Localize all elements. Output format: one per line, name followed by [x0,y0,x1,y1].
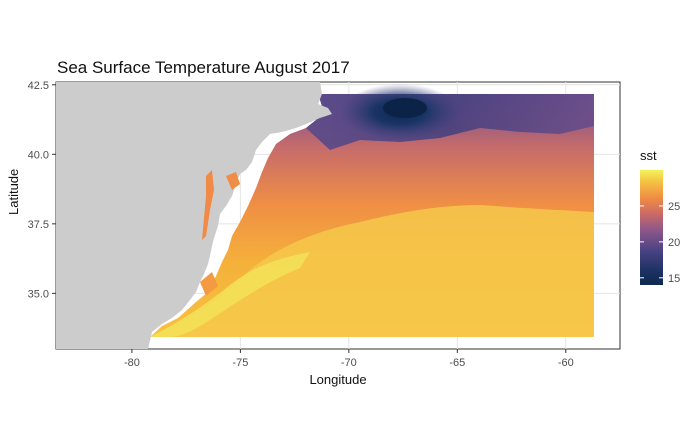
sst-field [150,84,594,337]
y-tick-label: 42.5 [28,80,49,92]
x-tick-label: -65 [449,357,465,369]
delaware-bay [226,172,240,190]
sst-cold-core-inner [383,98,427,118]
legend-title: sst [640,148,657,163]
x-axis-label: Longitude [309,372,367,387]
sst-gulf-stream [150,205,594,337]
y-axis-label: Latitude [6,168,21,215]
y-tick-label: 37.5 [28,219,49,231]
legend-tick-label: 15 [668,273,680,285]
x-tick-label: -75 [232,357,248,369]
land-mass [56,82,332,349]
y-axis: 35.0 37.5 40.0 42.5 [28,80,56,300]
legend: 15 20 25 [640,201,680,285]
chart-title: Sea Surface Temperature August 2017 [57,58,350,77]
y-tick-label: 40.0 [28,149,49,161]
x-tick-label: -70 [341,357,357,369]
legend-tick-label: 20 [668,237,680,249]
pamlico-sound [200,272,218,296]
legend-tick-label: 25 [668,201,680,213]
y-tick-label: 35.0 [28,288,49,300]
chesapeake-bay [202,170,214,240]
sst-gulf-stream-core [150,252,310,337]
legend-colorbar [640,170,663,285]
x-axis: -80 -75 -70 -65 -60 [124,349,574,369]
x-tick-label: -80 [124,357,140,369]
x-tick-label: -60 [558,357,574,369]
